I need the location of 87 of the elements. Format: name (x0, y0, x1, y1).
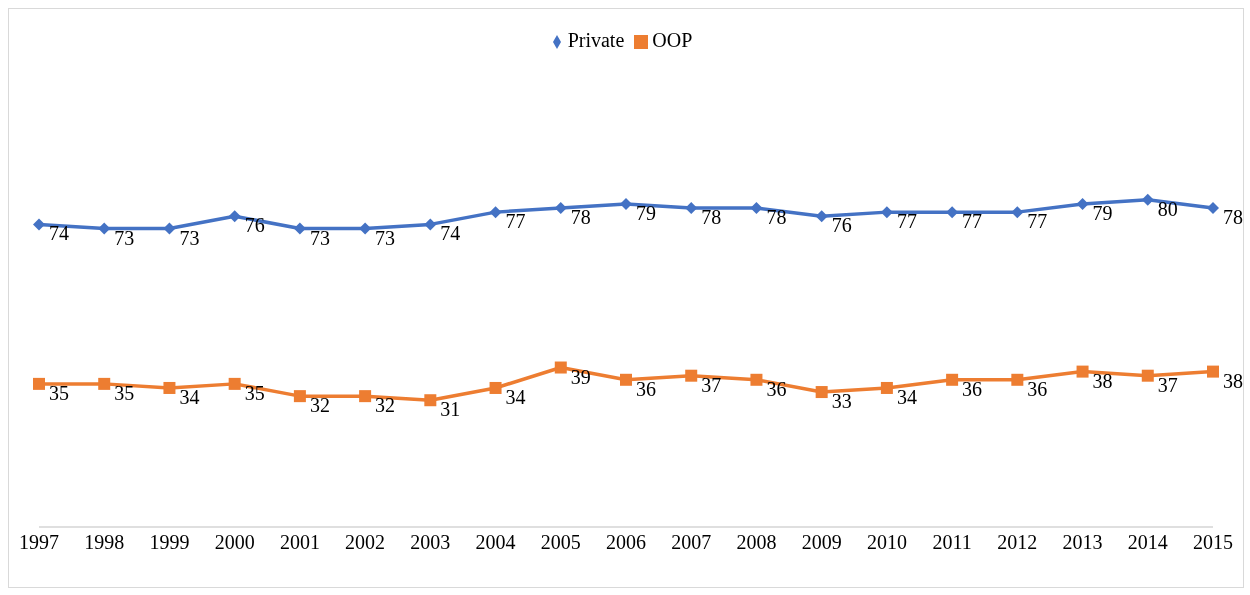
x-tick-label: 2004 (475, 531, 516, 554)
data-label: 35 (114, 381, 135, 404)
x-tick-label: 2003 (410, 531, 451, 554)
x-tick-label: 2009 (801, 531, 842, 554)
data-label: 74 (49, 222, 69, 245)
data-label: 76 (244, 214, 265, 237)
point (293, 222, 306, 235)
data-label: 34 (896, 386, 917, 409)
data-label: 32 (309, 394, 330, 417)
data-label: 36 (962, 377, 983, 400)
x-tick-label: 2011 (932, 531, 972, 554)
point (163, 381, 176, 394)
data-label: 39 (570, 365, 591, 388)
legend-label: OOP (652, 29, 693, 51)
point (1011, 373, 1024, 386)
data-label: 37 (1157, 373, 1178, 396)
x-tick-label: 2006 (606, 531, 646, 554)
x-tick-label: 2012 (997, 531, 1038, 554)
point (685, 369, 698, 382)
x-tick-label: 2013 (1062, 531, 1103, 554)
data-label: 79 (636, 202, 656, 225)
data-label: 73 (375, 226, 396, 249)
x-tick-label: 2002 (345, 531, 386, 554)
data-label: 73 (179, 226, 200, 249)
point (489, 206, 502, 219)
data-label: 35 (49, 381, 69, 404)
point (815, 386, 828, 399)
x-tick-label: 2008 (736, 531, 777, 554)
x-tick-label: 2015 (1193, 531, 1233, 554)
data-label: 74 (440, 222, 461, 245)
legend-label: Private (567, 29, 625, 51)
data-label: 73 (309, 226, 330, 249)
x-tick-label: 1997 (19, 531, 59, 554)
x-tick-label: 2010 (866, 531, 907, 554)
point (33, 218, 45, 231)
point (293, 390, 306, 403)
point (424, 394, 437, 407)
point (33, 377, 45, 390)
data-label: 38 (1092, 369, 1113, 392)
data-label: 34 (505, 386, 526, 409)
point (815, 210, 828, 223)
point (620, 373, 632, 386)
point (1011, 206, 1024, 219)
data-label: 80 (1157, 197, 1178, 220)
point (750, 373, 763, 386)
point (750, 202, 763, 215)
data-label: 36 (636, 377, 656, 400)
data-label: 77 (505, 210, 526, 233)
x-tick-label: 1998 (84, 531, 125, 554)
point (1141, 193, 1154, 206)
point (620, 197, 632, 210)
point (880, 381, 893, 394)
x-tick-label: 2000 (214, 531, 255, 554)
data-label: 38 (1223, 369, 1243, 392)
data-label: 76 (831, 214, 852, 237)
point (946, 373, 959, 386)
data-label: 34 (179, 386, 200, 409)
x-tick-label: 1999 (149, 531, 190, 554)
data-label: 78 (766, 206, 787, 229)
data-label: 33 (831, 390, 852, 413)
x-tick-label: 2005 (540, 531, 581, 554)
data-label: 77 (1027, 210, 1048, 233)
data-label: 36 (1027, 377, 1048, 400)
data-label: 79 (1092, 202, 1113, 225)
data-label: 78 (570, 206, 591, 229)
point (1207, 202, 1219, 215)
data-label: 77 (896, 210, 917, 233)
x-tick-label: 2014 (1127, 531, 1168, 554)
data-label: 77 (962, 210, 983, 233)
data-label: 78 (1223, 206, 1243, 229)
point (228, 377, 241, 390)
x-tick-label: 2001 (279, 531, 320, 554)
point (1076, 365, 1089, 378)
point (1076, 197, 1089, 210)
point (98, 377, 111, 390)
point (489, 381, 502, 394)
data-label: 32 (375, 394, 396, 417)
point (554, 361, 567, 374)
x-tick-label: 2007 (671, 531, 712, 554)
data-label: 31 (440, 398, 461, 421)
data-label: 78 (701, 206, 722, 229)
point (228, 210, 241, 223)
data-label: 37 (701, 373, 722, 396)
data-label: 73 (114, 226, 135, 249)
point (359, 390, 372, 403)
point (1207, 365, 1219, 378)
point (1141, 369, 1154, 382)
